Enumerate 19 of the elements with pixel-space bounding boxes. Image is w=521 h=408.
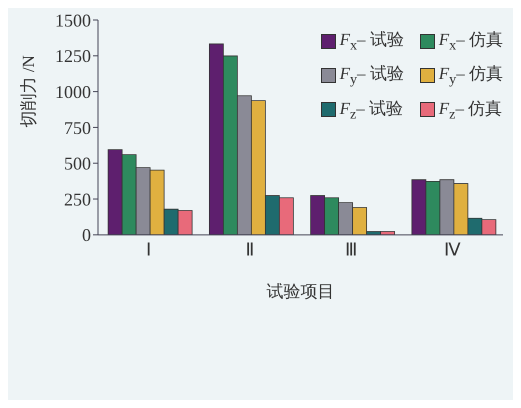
y-tick-label: 500 <box>64 154 91 174</box>
y-tick-label: 250 <box>64 189 91 210</box>
legend-label: F$_{x}$– 仿真 <box>438 29 503 54</box>
x-tick-label: Ⅳ <box>444 240 461 260</box>
x-tick-label: Ⅱ <box>245 240 254 260</box>
y-tick-label: 0 <box>82 225 91 246</box>
y-axis-title: 切削力 /N <box>19 55 38 128</box>
legend-label: F$_{y}$– 仿真 <box>438 63 503 89</box>
legend-label: F$_{z}$– 仿真 <box>438 98 502 124</box>
legend-label: F$_{x}$– 试验 <box>340 29 404 54</box>
x-axis-title: 试验项目 <box>266 282 334 301</box>
y-tick-label: 750 <box>64 118 91 138</box>
legend-label: F$_{z}$– 试验 <box>340 98 403 124</box>
x-tick-label: Ⅲ <box>345 240 358 260</box>
legend-label: F$_{y}$– 试验 <box>340 63 404 89</box>
x-tick-label: Ⅰ <box>146 240 152 260</box>
y-tick-label: 1000 <box>55 82 91 102</box>
y-tick-label: 1500 <box>55 10 91 30</box>
y-tick-label: 1250 <box>55 46 91 66</box>
